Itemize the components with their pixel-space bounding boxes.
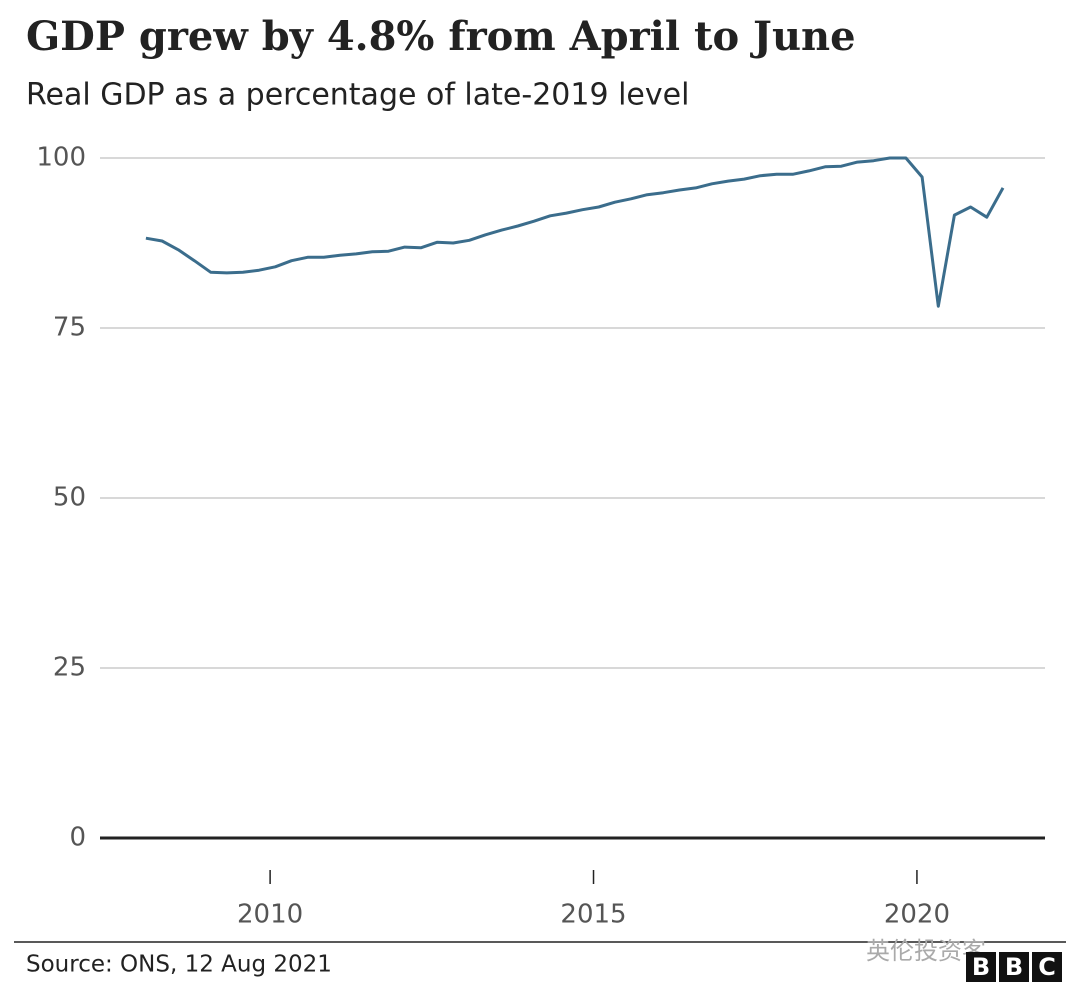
y-tick-label: 100 bbox=[36, 143, 86, 173]
logo-letter: C bbox=[1038, 953, 1056, 981]
chart-subtitle: Real GDP as a percentage of late-2019 le… bbox=[26, 78, 689, 113]
logo-letter: B bbox=[972, 953, 990, 981]
logo-box bbox=[1032, 952, 1062, 982]
y-tick-label: 50 bbox=[53, 483, 86, 513]
logo-letter: B bbox=[1005, 953, 1023, 981]
logo-box bbox=[966, 952, 996, 982]
x-tick-label: 2020 bbox=[884, 900, 950, 930]
y-tick-label: 75 bbox=[53, 313, 86, 343]
x-tick-label: 2015 bbox=[560, 900, 626, 930]
line bbox=[145, 156, 1005, 308]
y-tick-label: 25 bbox=[53, 653, 86, 683]
logo-box bbox=[999, 952, 1029, 982]
y-tick-label: 0 bbox=[69, 823, 86, 853]
x-tick-label: 2010 bbox=[237, 900, 303, 930]
source: Source: ONS, 12 Aug 2021 bbox=[26, 952, 332, 978]
chart-title: GDP grew by 4.8% from April to June bbox=[26, 13, 856, 60]
